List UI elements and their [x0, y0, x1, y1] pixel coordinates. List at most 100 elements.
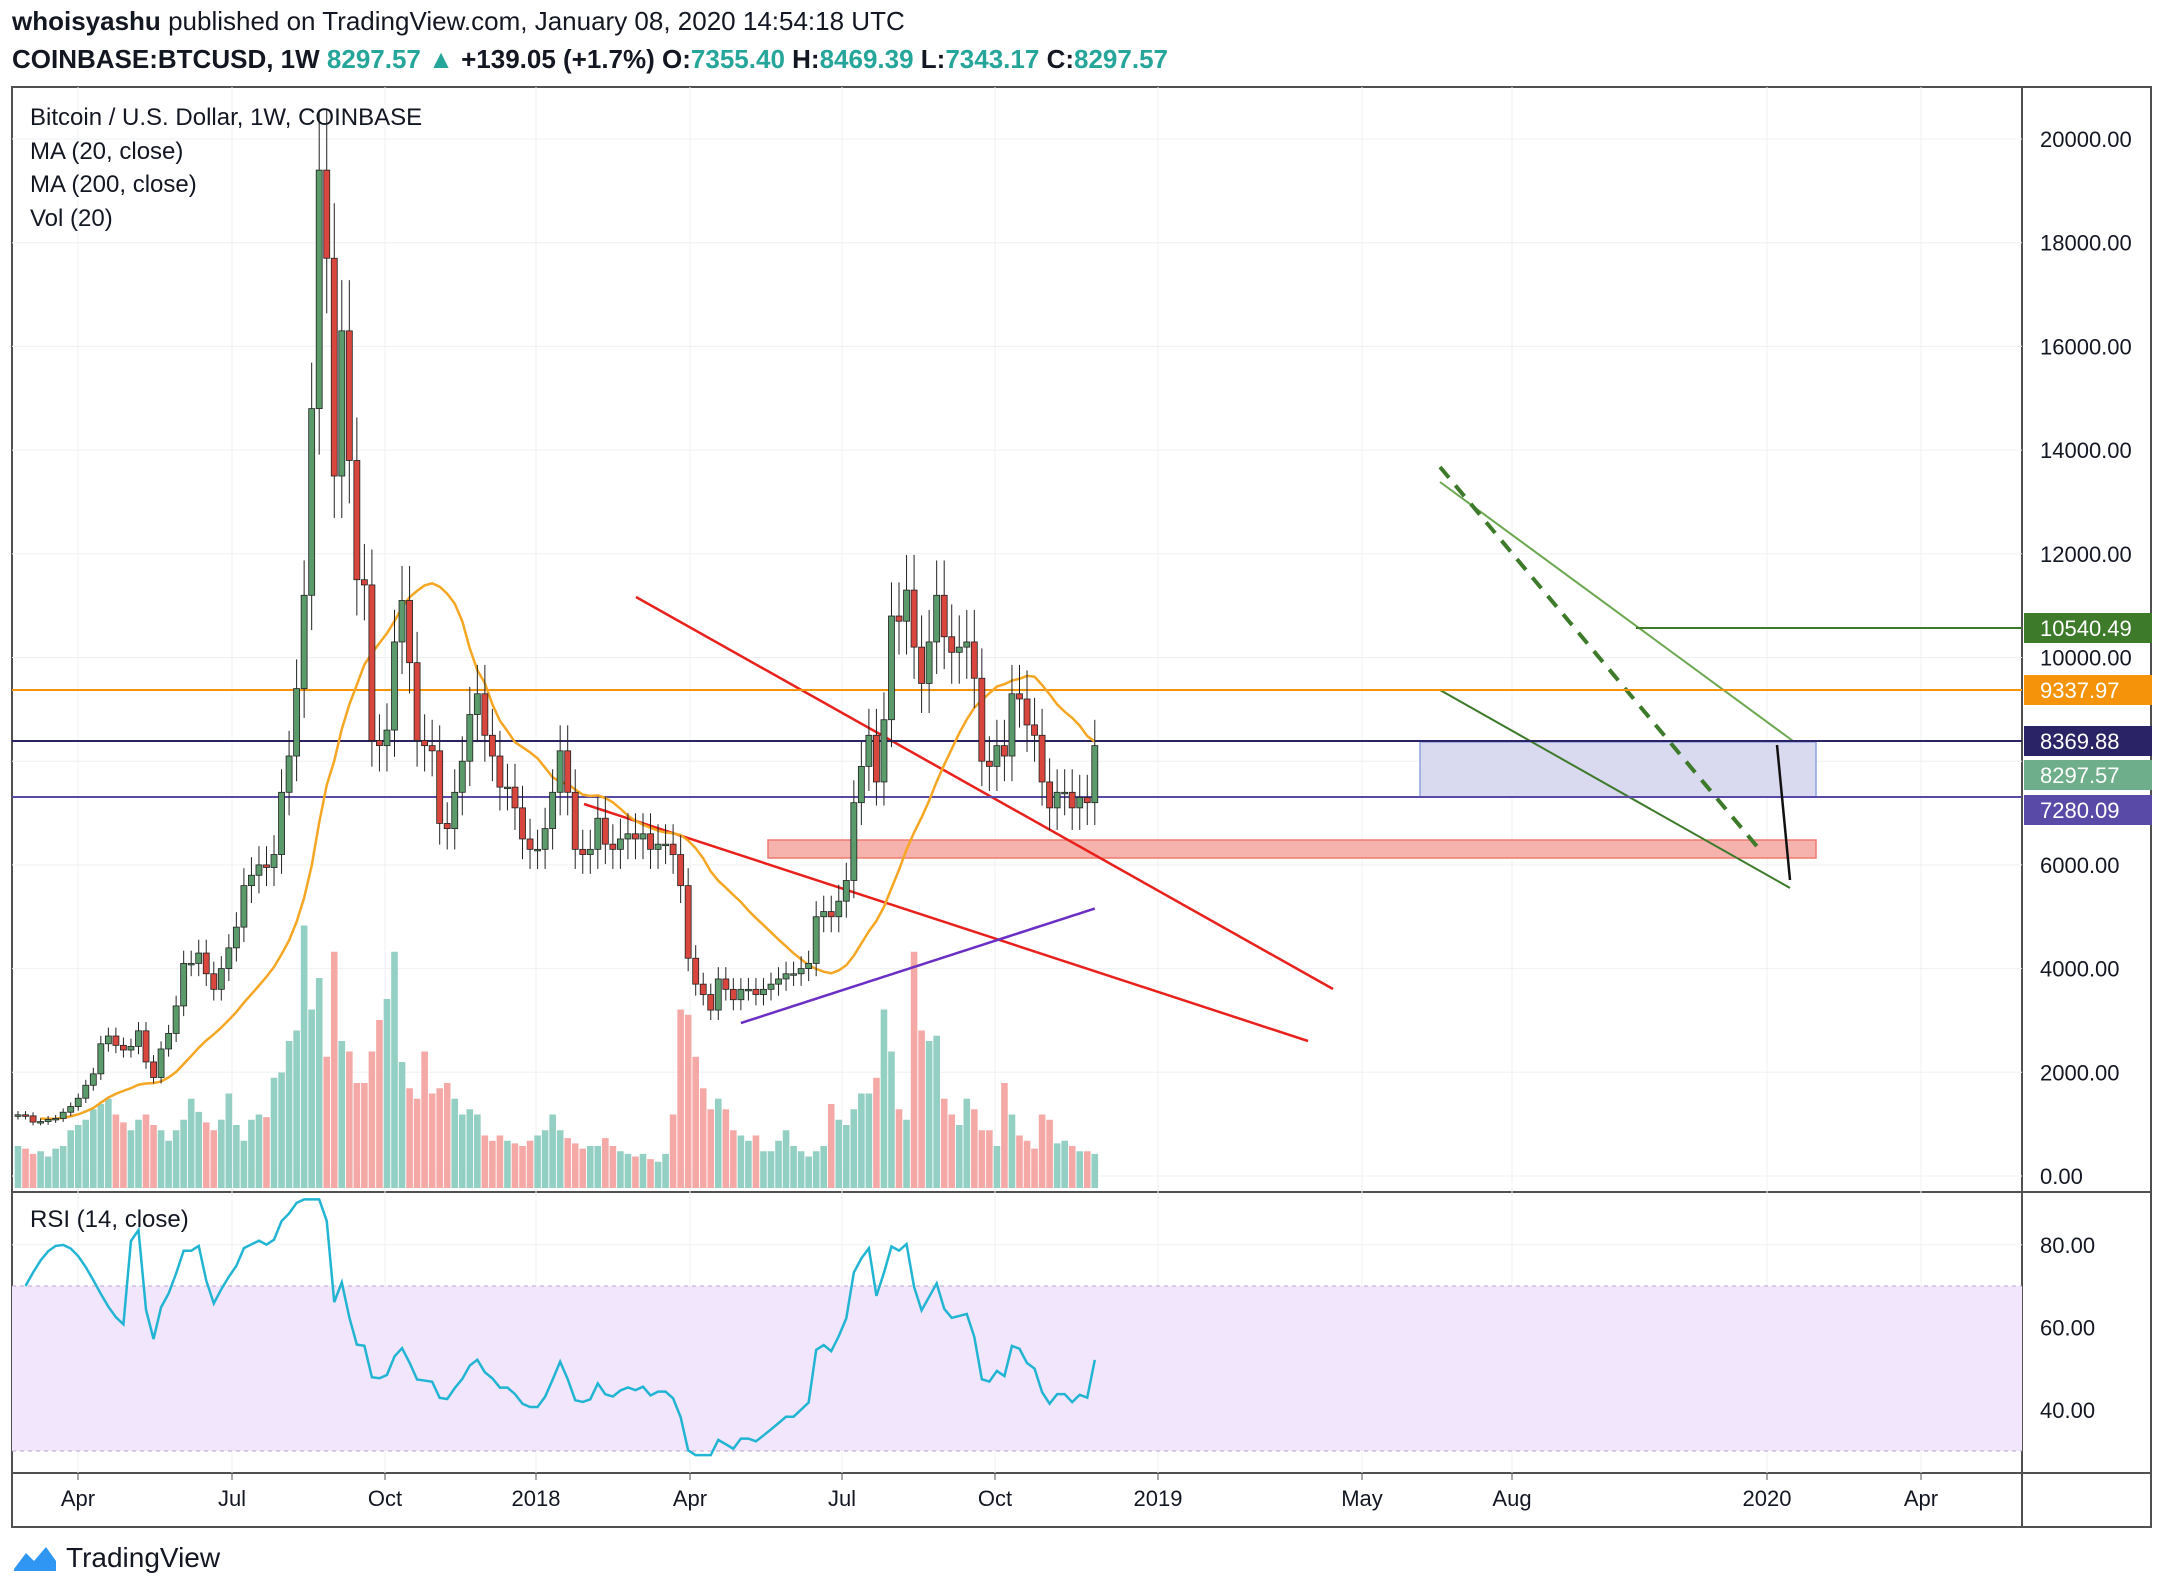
candle-body [458, 760, 466, 793]
ma200-line [740, 907, 1096, 1025]
volume-bar [669, 1114, 677, 1188]
price-label-badge [2024, 613, 2152, 643]
volume-bar [218, 1119, 225, 1188]
price-axis[interactable]: 20000.00 18000.00 16000.00 14000.00 12000.00… [2040, 127, 2132, 1189]
volume-bar [248, 1119, 255, 1188]
volume-bar [873, 1077, 880, 1188]
volume-bar [172, 1130, 180, 1188]
candle-body [451, 791, 459, 830]
author[interactable]: whoisyashu [12, 6, 161, 36]
volume-bar [90, 1109, 97, 1188]
candle-body [368, 584, 376, 741]
volume-bar [82, 1119, 90, 1188]
price-label-badge [2024, 795, 2152, 825]
volume-bar [571, 1143, 579, 1188]
volume-bar [948, 1114, 956, 1188]
candle-body [1076, 797, 1084, 809]
candle-body [293, 688, 301, 757]
candle-body [707, 994, 715, 1011]
price-tick-label: 16000.00 [2040, 334, 2132, 359]
volume-bar [549, 1114, 556, 1188]
time-tick-label: Apr [61, 1486, 95, 1511]
last-price: 8297.57 [326, 44, 421, 74]
candle-body [729, 988, 737, 1001]
price-tick-label: 20000.00 [2040, 127, 2132, 152]
rsi-tick-label: 40.00 [2040, 1398, 2095, 1423]
resistance-trendline[interactable] [635, 595, 1334, 991]
volume-bar [338, 1041, 346, 1188]
candle-body [240, 885, 248, 928]
volume-bar [775, 1140, 782, 1188]
candle-body [948, 636, 956, 653]
price-label-text: 7280.09 [2040, 798, 2120, 823]
candle-body [579, 848, 587, 855]
volume-bar [752, 1135, 760, 1188]
volume-bar [1038, 1114, 1046, 1188]
candle-body [217, 968, 225, 990]
channel-bottom-line[interactable] [1439, 689, 1791, 889]
candle-body [790, 973, 797, 976]
candle-body [993, 745, 1001, 767]
candle-body [315, 169, 323, 410]
brand-name[interactable]: TradingView [66, 1542, 221, 1573]
candle-body [797, 968, 805, 975]
volume-bar [586, 1146, 594, 1188]
projection-arrow[interactable] [1775, 744, 1792, 881]
support-trendline[interactable] [583, 802, 1309, 1043]
volume-bar [180, 1119, 187, 1188]
candle-body [488, 734, 496, 757]
price-tick-label: 6000.00 [2040, 853, 2120, 878]
volume-bar [1016, 1135, 1023, 1188]
volume-bar [971, 1109, 978, 1188]
candle-body [662, 843, 669, 847]
candle-body [933, 594, 941, 643]
dashed-trend-line[interactable] [1438, 465, 1762, 852]
rsi-tick-label: 80.00 [2040, 1233, 2095, 1258]
candle-body [391, 641, 398, 731]
candle-body [135, 1030, 142, 1047]
ma200-legend[interactable]: MA (200, close) [30, 171, 197, 198]
volume-bar [353, 1083, 361, 1188]
volume-bar [843, 1125, 850, 1188]
volume-bar [210, 1130, 218, 1188]
ma20-legend[interactable]: MA (20, close) [30, 138, 184, 165]
volume-bar [1053, 1143, 1061, 1188]
candle-body [534, 848, 541, 852]
rsi-legend[interactable]: RSI (14, close) [30, 1206, 189, 1233]
price-tick-label: 0.00 [2040, 1164, 2083, 1189]
support-zone[interactable] [767, 839, 1817, 859]
candle-body [270, 854, 278, 868]
volume-bar [1083, 1151, 1091, 1188]
symbol-info: COINBASE:BTCUSD, 1W 8297.57 ▲ +139.05 (+… [12, 44, 1168, 75]
volume-bar [684, 1014, 692, 1188]
volume-bar [602, 1138, 609, 1188]
volume-bar [745, 1140, 752, 1188]
volume-bars [14, 925, 1099, 1188]
rsi-band [12, 1286, 2022, 1451]
time-axis[interactable]: Apr Jul Oct 2018 Apr Jul Oct 2019 May Aug 2020 Apr [61, 1473, 1938, 1511]
candle-body [195, 952, 203, 964]
candle-body [466, 714, 474, 762]
symbol[interactable]: COINBASE:BTCUSD, 1W [12, 44, 320, 74]
volume-bar [827, 1104, 835, 1188]
volume-bar [22, 1148, 29, 1188]
volume-bar [707, 1109, 715, 1188]
time-tick-label: 2018 [512, 1486, 561, 1511]
volume-bar [52, 1148, 59, 1188]
candle-body [978, 677, 986, 762]
candle-body [684, 885, 692, 959]
channel-top-line[interactable] [1439, 481, 1794, 742]
volume-legend[interactable]: Vol (20) [30, 205, 113, 232]
volume-bar [421, 1051, 428, 1188]
candle-body [775, 978, 782, 985]
volume-bar [903, 1119, 910, 1188]
published-text: published on TradingView.com, January 08… [168, 6, 905, 36]
volume-bar [639, 1153, 647, 1188]
candle-body [150, 1061, 157, 1078]
candle-body [360, 579, 368, 586]
volume-bar [443, 1083, 451, 1188]
volume-bar [722, 1109, 730, 1188]
low-value: 7343.17 [945, 44, 1040, 74]
consolidation-zone[interactable] [1419, 741, 1817, 798]
